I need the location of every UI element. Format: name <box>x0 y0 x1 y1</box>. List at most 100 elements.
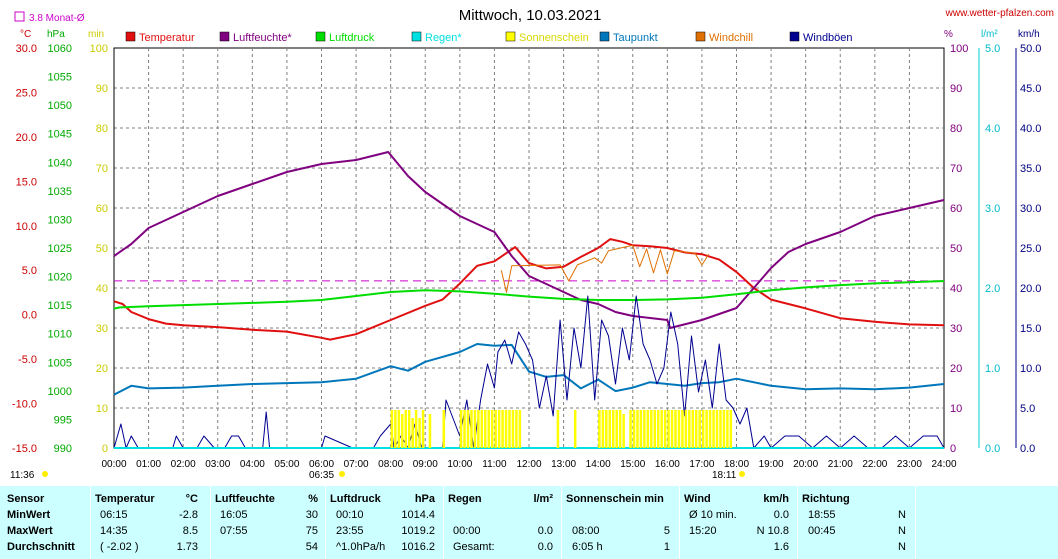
y-tick-pressure: 1040 <box>48 157 72 169</box>
sunshine-bar <box>688 410 691 448</box>
stats-sun-value: 1 <box>663 541 670 553</box>
monthly-avg-label: 3.8 Monat-Ø <box>29 13 85 24</box>
sunshine-bar <box>677 410 681 448</box>
stats-press-value: 1019.2 <box>401 525 435 537</box>
sunshine-bar <box>411 418 414 448</box>
sunshine-bar <box>636 410 639 448</box>
sunshine-bar <box>605 410 608 448</box>
x-tick-label: 15:00 <box>620 459 645 470</box>
x-tick-label: 21:00 <box>828 459 853 470</box>
stats-wind-value: 1.6 <box>773 541 789 553</box>
sunshine-bar <box>632 410 636 448</box>
y-tick-wind: 35.0 <box>1020 163 1041 175</box>
now-sun-icon <box>42 471 48 477</box>
stats-hum-value: 75 <box>305 525 318 537</box>
stats-temp-time: 06:15 <box>100 509 128 521</box>
unit-sunshine: min <box>88 29 104 40</box>
y-tick-humidity: 0 <box>950 443 956 455</box>
unit-pressure: hPa <box>47 29 65 40</box>
x-tick-label: 02:00 <box>171 459 196 470</box>
unit-temperature: °C <box>20 29 31 40</box>
chart-title: Mittwoch, 10.03.2021 <box>459 7 602 24</box>
sunshine-bar <box>515 410 518 448</box>
stats-row-label: MinWert <box>7 509 51 521</box>
sunshine-bar <box>418 418 421 448</box>
unit-humidity: % <box>944 29 953 40</box>
sunshine-bar <box>719 410 722 448</box>
sunshine-bar <box>629 410 632 448</box>
legend-swatch <box>125 31 136 42</box>
sunshine-bar <box>722 410 726 448</box>
sunshine-bar <box>708 410 712 448</box>
sunshine-bar <box>407 410 411 448</box>
sunshine-bar <box>618 410 622 448</box>
stats-dir-value: N <box>898 525 906 537</box>
stats-column-divider <box>325 486 326 559</box>
stats-sun-value: 5 <box>663 525 670 537</box>
y-tick-temperature: -10.0 <box>12 399 37 411</box>
stats-header-humidity-unit: % <box>308 493 318 505</box>
y-tick-sunshine: 20 <box>96 363 108 375</box>
stats-rain-time: Gesamt: <box>453 541 495 553</box>
legend-label: Regen* <box>425 32 462 44</box>
statistics-table: Sensor Temperatur °C Luftfeuchte% Luftdruck h… <box>0 486 1058 559</box>
stats-row-label: MaxWert <box>7 525 53 537</box>
y-tick-humidity: 90 <box>950 83 962 95</box>
y-tick-temperature: 10.0 <box>16 221 37 233</box>
x-tick-label: 17:00 <box>689 459 714 470</box>
site-link[interactable]: www.wetter-pfalzen.com <box>945 8 1054 19</box>
legend-label: Luftdruck <box>329 32 375 44</box>
stats-temp-time: 14:35 <box>100 525 128 537</box>
stats-dir-value: N <box>898 509 906 521</box>
stats-header-temperature-unit: °C <box>185 493 198 505</box>
stats-column-divider <box>797 486 798 559</box>
legend-label: Sonnenschein <box>519 32 589 44</box>
series-windchill-line <box>500 244 710 293</box>
stats-row: MaxWert 14:35 8.5 07:55 75 23:55 1019.2 00:00 0.… <box>0 525 1058 541</box>
stats-temp-time: ( -2.02 ) <box>100 541 139 553</box>
y-tick-temperature: 25.0 <box>16 87 37 99</box>
y-tick-humidity: 70 <box>950 163 962 175</box>
x-tick-label: 16:00 <box>655 459 680 470</box>
y-tick-pressure: 1035 <box>48 186 72 198</box>
x-tick-label: 08:00 <box>378 459 403 470</box>
legend-swatch <box>695 31 706 42</box>
y-tick-pressure: 990 <box>54 443 72 455</box>
stats-column-divider <box>561 486 562 559</box>
stats-header-rain: Regen <box>448 493 482 505</box>
sunshine-bar <box>695 410 698 448</box>
stats-row: MinWert 06:15 -2.8 16:05 30 00:10 1014.4 Ø 10 m… <box>0 509 1058 525</box>
stats-row-label: Durchschnitt <box>7 541 75 553</box>
x-tick-label: 05:00 <box>274 459 299 470</box>
y-tick-wind: 0.0 <box>1020 443 1035 455</box>
y-tick-wind: 20.0 <box>1020 283 1041 295</box>
x-tick-label: 00:00 <box>101 459 126 470</box>
sunshine-bar <box>480 410 484 448</box>
series-temperatur-line <box>113 238 945 341</box>
sunshine-bar <box>615 410 618 448</box>
y-tick-temperature: 5.0 <box>22 265 37 277</box>
y-tick-pressure: 1000 <box>48 386 72 398</box>
sunshine-bar <box>556 410 560 448</box>
sunshine-bar <box>504 410 508 448</box>
stats-header-wind: Wind <box>684 493 711 505</box>
y-tick-sunshine: 50 <box>96 243 108 255</box>
sunshine-bar <box>466 410 470 448</box>
stats-header-direction: Richtung <box>802 493 850 505</box>
y-tick-temperature: 30.0 <box>16 43 37 55</box>
sunshine-bar <box>601 410 605 448</box>
stats-wind-time: Ø 10 min. <box>689 509 737 521</box>
y-tick-sunshine: 80 <box>96 123 108 135</box>
y-tick-rain: 5.0 <box>985 43 1000 55</box>
x-tick-label: 14:00 <box>586 459 611 470</box>
sunshine-bar <box>470 410 473 448</box>
sunshine-bar <box>390 410 394 448</box>
sunshine-bar <box>684 410 688 448</box>
sunshine-bar <box>401 414 404 448</box>
sunshine-bar <box>681 410 684 448</box>
x-tick-label: 20:00 <box>793 459 818 470</box>
sunshine-bar <box>463 410 466 448</box>
sunshine-bar <box>459 410 463 448</box>
weather-chart: 00:00 01:00 02:00 03:00 04:00 05:00 06:00 07:00… <box>10 7 1054 481</box>
sunset-time: 18:11 <box>712 470 737 481</box>
